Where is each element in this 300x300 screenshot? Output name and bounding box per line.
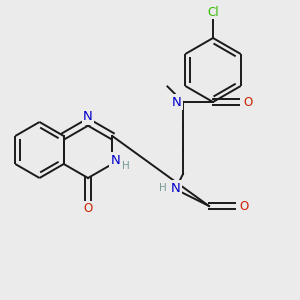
Text: H: H	[122, 161, 130, 171]
Text: O: O	[83, 202, 93, 215]
Text: N: N	[172, 95, 182, 109]
Text: O: O	[239, 200, 249, 212]
Text: Cl: Cl	[207, 5, 219, 19]
Text: N: N	[83, 110, 93, 124]
Text: H: H	[159, 183, 167, 193]
Text: N: N	[171, 182, 181, 194]
Text: O: O	[243, 95, 253, 109]
Text: N: N	[110, 154, 120, 166]
